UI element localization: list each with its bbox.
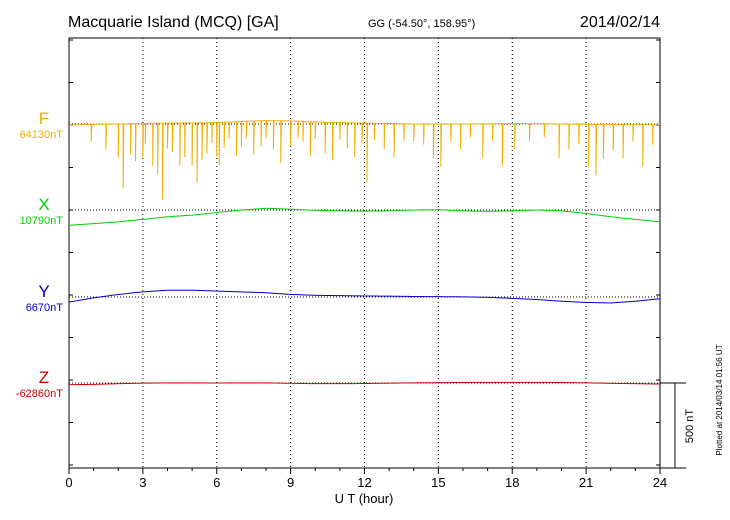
station-title: Macquarie Island (MCQ) [GA]	[68, 14, 279, 31]
series-line-X	[68, 207, 661, 226]
series-baseline-label-X: 10790nT	[20, 215, 64, 227]
series-line-Z	[68, 381, 661, 386]
series-line-Y	[68, 289, 661, 304]
y-minor-ticks	[69, 39, 660, 466]
series-baseline-label-F: 64130nT	[20, 129, 64, 141]
plotted-timestamp: Plotted at 2014/03/14 01:56 UT	[715, 344, 724, 455]
x-tick-label-24: 24	[653, 475, 667, 490]
x-tick-label-12: 12	[357, 475, 371, 490]
x-axis-ticks: 0 3 6 9 12 15 18 21 24	[65, 468, 667, 490]
x-tick-label-21: 21	[579, 475, 593, 490]
series-baseline-label-Y: 6670nT	[26, 302, 64, 314]
series-name-Y: Y	[38, 282, 49, 301]
x-tick-label-0: 0	[65, 475, 72, 490]
series-name-X: X	[38, 195, 49, 214]
vertical-gridlines	[142, 38, 587, 468]
series-line-F	[68, 120, 660, 200]
series-name-F: F	[39, 109, 49, 128]
series-baseline-label-Z: -62860nT	[16, 388, 63, 400]
scale-bar: 500 nT	[660, 382, 696, 469]
x-tick-label-3: 3	[139, 475, 146, 490]
series-name-Z: Z	[39, 368, 49, 387]
x-tick-label-15: 15	[431, 475, 445, 490]
x-axis-label: U T (hour)	[335, 491, 394, 506]
station-coordinates: GG (-54.50°, 158.95°)	[368, 18, 475, 30]
x-tick-label-6: 6	[213, 475, 220, 490]
x-tick-label-18: 18	[505, 475, 519, 490]
scale-bar-label: 500 nT	[684, 409, 696, 444]
plot-date: 2014/02/14	[580, 14, 660, 31]
series-lines	[68, 120, 661, 386]
x-tick-label-9: 9	[287, 475, 294, 490]
